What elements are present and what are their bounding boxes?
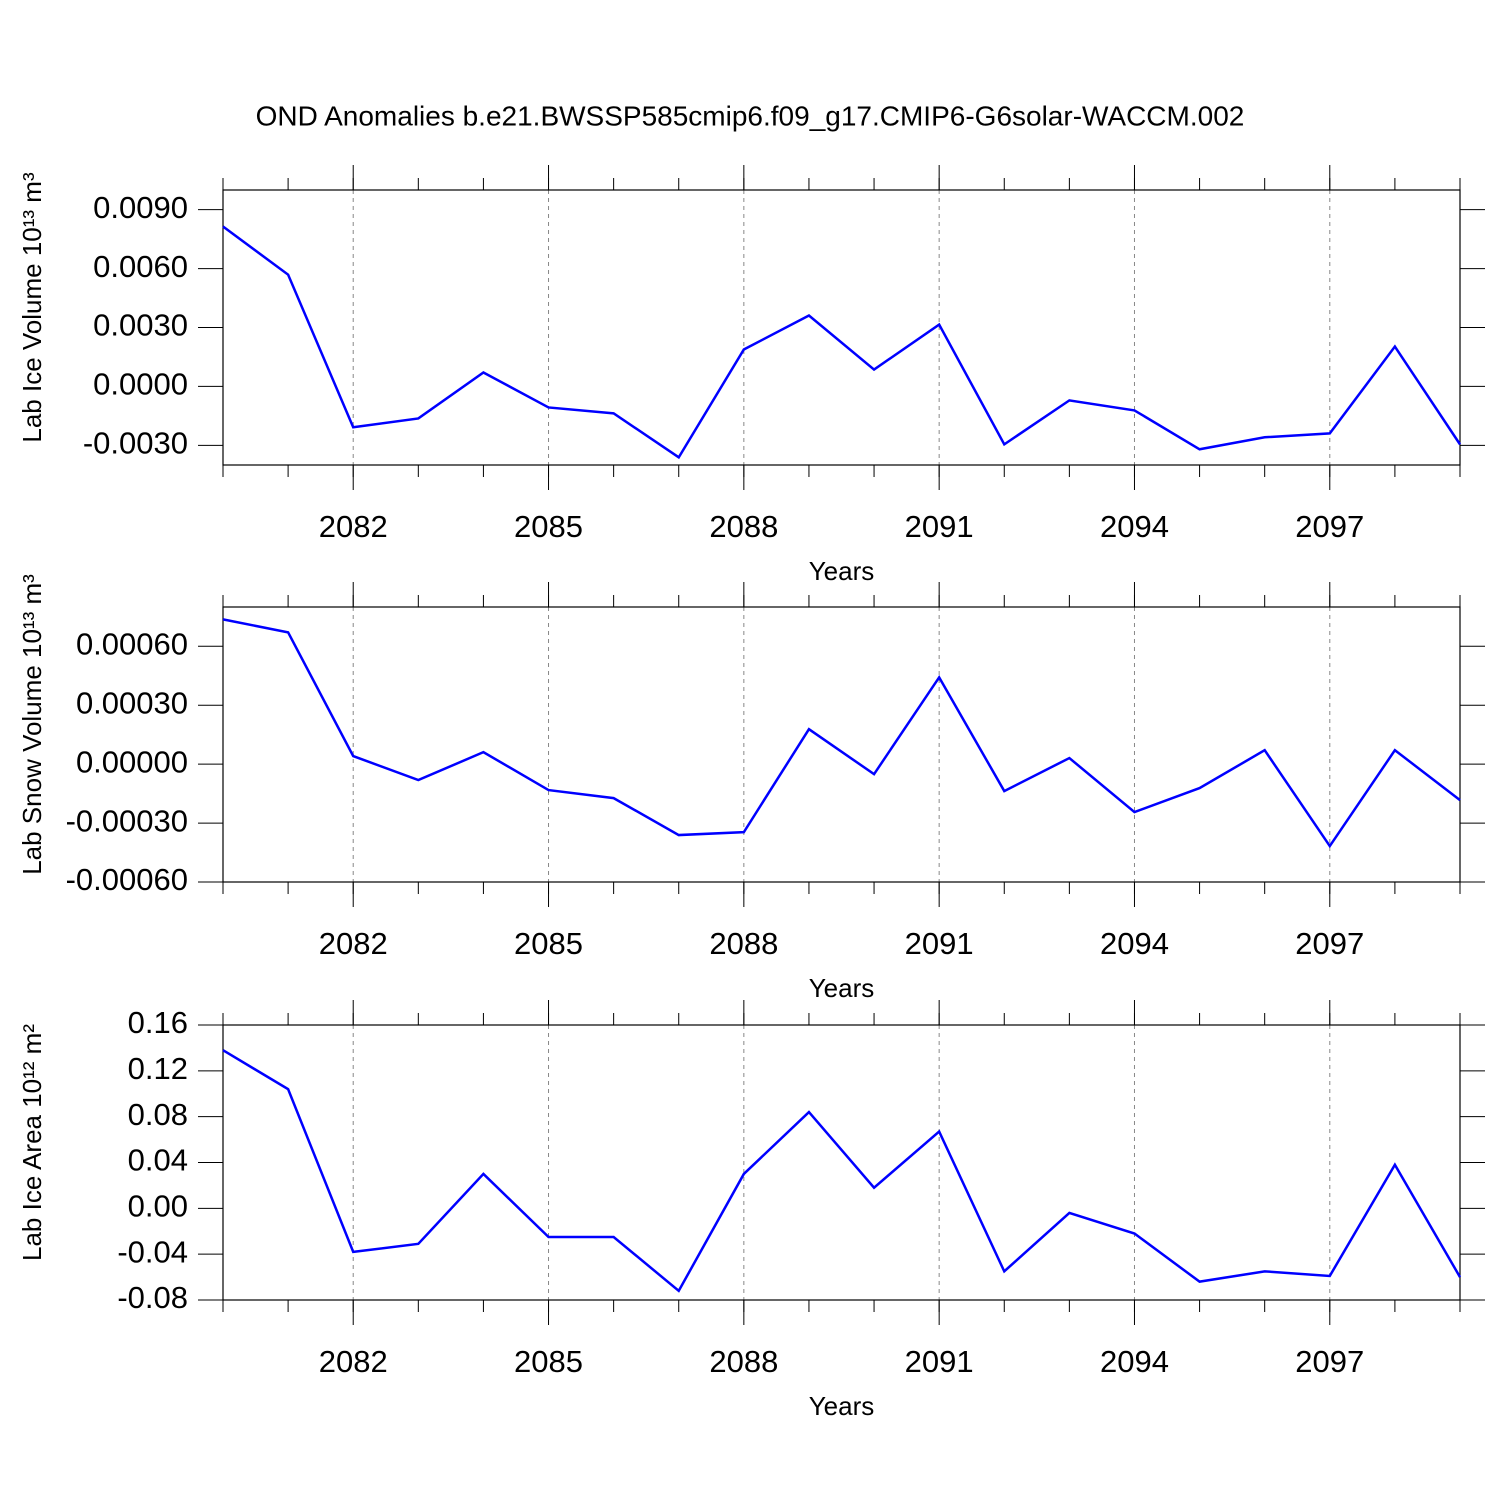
plot-frame: [222, 606, 1461, 883]
y-tick-label: 0.00060: [76, 626, 188, 661]
x-axis-label: Years: [809, 1391, 875, 1421]
y-tick-label: -0.0030: [83, 426, 188, 461]
y-tick-label: 0.0030: [93, 308, 188, 343]
y-axis-label: Lab Ice Area 10¹² m²: [17, 1024, 47, 1261]
x-axis-label: Years: [809, 973, 875, 1003]
x-tick-label: 2082: [319, 509, 388, 544]
y-tick-label: 0.00000: [76, 744, 188, 779]
x-tick-label: 2097: [1295, 1344, 1364, 1379]
y-tick-label: 0.00030: [76, 685, 188, 720]
x-tick-label: 2088: [709, 926, 778, 961]
x-tick-label: 2094: [1100, 926, 1169, 961]
x-axis-label: Years: [809, 556, 875, 586]
x-tick-label: 2088: [709, 509, 778, 544]
y-tick-label: 0.0090: [93, 190, 188, 225]
x-tick-label: 2082: [319, 926, 388, 961]
y-tick-label: 0.0060: [93, 249, 188, 284]
y-tick-label: 0.12: [128, 1051, 188, 1086]
x-tick-label: 2085: [514, 509, 583, 544]
x-tick-label: 2091: [905, 1344, 974, 1379]
y-tick-label: 0.08: [128, 1097, 188, 1132]
x-tick-label: 2085: [514, 926, 583, 961]
plot-frame: [222, 189, 1461, 466]
x-tick-label: 2097: [1295, 926, 1364, 961]
y-tick-label: -0.00060: [66, 862, 188, 897]
x-tick-label: 2088: [709, 1344, 778, 1379]
y-tick-label: 0.04: [128, 1143, 188, 1178]
x-tick-label: 2094: [1100, 509, 1169, 544]
y-axis-label: Lab Ice Volume 10¹³ m³: [17, 172, 47, 443]
data-line: [222, 1049, 1462, 1293]
x-tick-label: 2094: [1100, 1344, 1169, 1379]
data-line: [222, 618, 1461, 849]
x-tick-label: 2091: [905, 926, 974, 961]
data-line: [222, 225, 1462, 460]
y-tick-label: 0.16: [128, 1005, 188, 1040]
x-tick-label: 2082: [319, 1344, 388, 1379]
y-tick-label: 0.00: [128, 1189, 188, 1224]
y-tick-label: -0.08: [117, 1280, 188, 1315]
x-tick-label: 2085: [514, 1344, 583, 1379]
y-tick-label: -0.04: [117, 1234, 188, 1269]
plot-frame: [222, 1024, 1461, 1301]
y-axis-label: Lab Snow Volume 10¹³ m³: [17, 574, 47, 875]
figure-title: OND Anomalies b.e21.BWSSP585cmip6.f09_g1…: [256, 100, 1245, 131]
y-tick-label: 0.0000: [93, 367, 188, 402]
y-tick-label: -0.00030: [66, 803, 188, 838]
x-tick-label: 2097: [1295, 509, 1364, 544]
x-tick-label: 2091: [905, 509, 974, 544]
